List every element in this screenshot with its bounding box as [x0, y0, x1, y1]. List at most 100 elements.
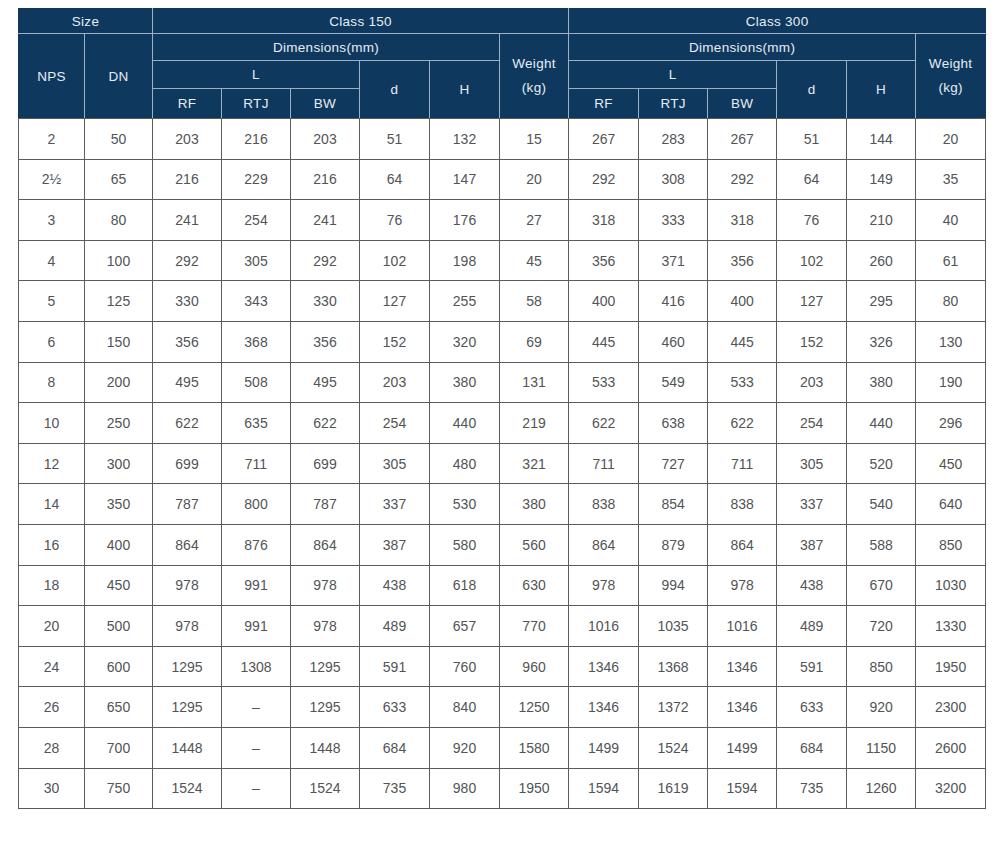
cell-150-d: 127: [360, 281, 430, 322]
table-row: 1025062263562225444021962263862225444029…: [19, 403, 986, 444]
cell-300-weight: 2600: [916, 727, 986, 768]
nps-column-header: NPS: [19, 34, 85, 119]
cell-300-d: 51: [777, 119, 847, 160]
cell-150-h: 580: [430, 524, 500, 565]
header-row-dimensions: NPS DN Dimensions(mm) Weight (kg) Dimens…: [19, 34, 986, 61]
cell-300-h: 670: [847, 565, 916, 606]
cell-300-rf: 1346: [569, 687, 639, 728]
class150-weight-header: Weight (kg): [500, 34, 569, 119]
cell-300-rtj: 638: [639, 403, 708, 444]
cell-150-d: 51: [360, 119, 430, 160]
cell-150-rf: 622: [153, 403, 222, 444]
cell-300-rtj: 308: [639, 159, 708, 200]
cell-300-weight: 1950: [916, 646, 986, 687]
cell-nps: 28: [19, 727, 85, 768]
table-row: 1640086487686438758056086487986438758885…: [19, 524, 986, 565]
cell-nps: 3: [19, 200, 85, 241]
cell-150-rf: 216: [153, 159, 222, 200]
table-row: 1845097899197843861863097899497843867010…: [19, 565, 986, 606]
cell-150-rtj: 254: [222, 200, 291, 241]
cell-150-bw: 330: [291, 281, 360, 322]
cell-150-d: 337: [360, 484, 430, 525]
cell-300-h: 210: [847, 200, 916, 241]
cell-300-rf: 1499: [569, 727, 639, 768]
page: Size Class 150 Class 300 NPS DN Dimensio…: [0, 0, 1000, 843]
cell-150-weight: 560: [500, 524, 569, 565]
cell-300-rf: 1594: [569, 768, 639, 809]
cell-300-d: 735: [777, 768, 847, 809]
cell-300-rf: 978: [569, 565, 639, 606]
cell-300-rtj: 1524: [639, 727, 708, 768]
cell-300-d: 102: [777, 240, 847, 281]
cell-300-bw: 533: [708, 362, 777, 403]
table-row: 615035636835615232069445460445152326130: [19, 321, 986, 362]
cell-nps: 6: [19, 321, 85, 362]
cell-150-bw: 1295: [291, 687, 360, 728]
cell-150-d: 489: [360, 606, 430, 647]
cell-300-rtj: 549: [639, 362, 708, 403]
cell-300-bw: 864: [708, 524, 777, 565]
class150-l-header: L: [153, 61, 360, 89]
cell-300-rtj: 727: [639, 443, 708, 484]
cell-nps: 2: [19, 119, 85, 160]
cell-150-weight: 69: [500, 321, 569, 362]
cell-300-h: 720: [847, 606, 916, 647]
cell-300-h: 540: [847, 484, 916, 525]
cell-300-h: 588: [847, 524, 916, 565]
cell-300-h: 520: [847, 443, 916, 484]
cell-300-rf: 1016: [569, 606, 639, 647]
cell-150-h: 530: [430, 484, 500, 525]
cell-300-h: 1150: [847, 727, 916, 768]
cell-nps: 14: [19, 484, 85, 525]
cell-150-rtj: 876: [222, 524, 291, 565]
cell-150-weight: 960: [500, 646, 569, 687]
class300-l-header: L: [569, 61, 777, 89]
cell-150-d: 735: [360, 768, 430, 809]
cell-150-h: 618: [430, 565, 500, 606]
cell-300-d: 489: [777, 606, 847, 647]
cell-300-rtj: 460: [639, 321, 708, 362]
header-row-groups: Size Class 150 Class 300: [19, 9, 986, 34]
cell-300-rf: 1346: [569, 646, 639, 687]
cell-150-h: 920: [430, 727, 500, 768]
class150-dimensions-header: Dimensions(mm): [153, 34, 500, 61]
cell-300-rtj: 1619: [639, 768, 708, 809]
cell-150-rtj: 1308: [222, 646, 291, 687]
cell-150-d: 203: [360, 362, 430, 403]
cell-nps: 18: [19, 565, 85, 606]
cell-300-d: 438: [777, 565, 847, 606]
cell-150-weight: 45: [500, 240, 569, 281]
cell-nps: 12: [19, 443, 85, 484]
cell-300-rf: 445: [569, 321, 639, 362]
cell-300-d: 337: [777, 484, 847, 525]
cell-150-rf: 1295: [153, 646, 222, 687]
cell-300-rf: 711: [569, 443, 639, 484]
cell-300-bw: 1016: [708, 606, 777, 647]
cell-150-h: 147: [430, 159, 500, 200]
class300-rtj-header: RTJ: [639, 89, 708, 119]
cell-300-bw: 400: [708, 281, 777, 322]
cell-dn: 750: [85, 768, 153, 809]
cell-nps: 5: [19, 281, 85, 322]
class300-group-header: Class 300: [569, 9, 986, 34]
class300-h-header: H: [847, 61, 916, 119]
size-group-header: Size: [19, 9, 153, 34]
table-row: 2050097899197848965777010161035101648972…: [19, 606, 986, 647]
cell-150-rtj: 216: [222, 119, 291, 160]
cell-150-bw: 622: [291, 403, 360, 444]
cell-300-rtj: 283: [639, 119, 708, 160]
cell-dn: 300: [85, 443, 153, 484]
cell-150-rtj: 343: [222, 281, 291, 322]
cell-150-h: 480: [430, 443, 500, 484]
cell-150-rtj: –: [222, 687, 291, 728]
cell-150-weight: 1950: [500, 768, 569, 809]
table-row: 1435078780078733753038083885483833754064…: [19, 484, 986, 525]
cell-300-weight: 296: [916, 403, 986, 444]
cell-150-weight: 15: [500, 119, 569, 160]
cell-300-d: 64: [777, 159, 847, 200]
cell-300-d: 591: [777, 646, 847, 687]
class150-h-header: H: [430, 61, 500, 119]
cell-300-weight: 61: [916, 240, 986, 281]
class150-rf-header: RF: [153, 89, 222, 119]
class150-bw-header: BW: [291, 89, 360, 119]
